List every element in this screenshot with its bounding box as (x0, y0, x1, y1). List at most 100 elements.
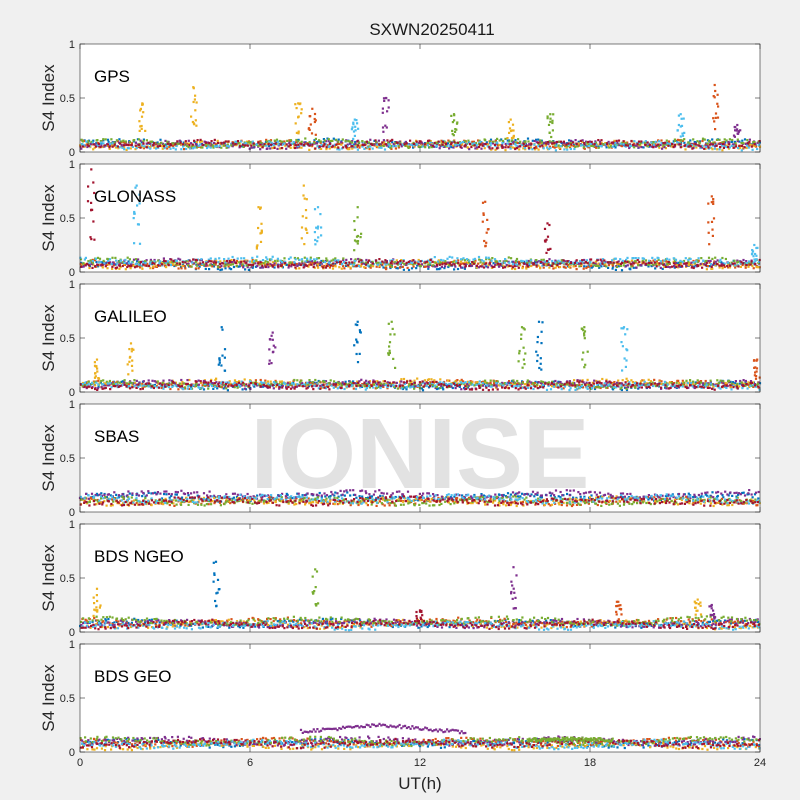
data-point (746, 144, 749, 147)
data-point (544, 263, 547, 266)
data-point (180, 386, 183, 389)
data-point (429, 381, 432, 384)
data-point (611, 259, 614, 262)
data-point (624, 142, 628, 145)
data-point (624, 144, 628, 147)
data-point (113, 144, 116, 147)
data-point (512, 140, 515, 143)
data-point (196, 139, 199, 142)
data-point (587, 265, 590, 268)
data-point (525, 266, 528, 269)
data-point (435, 144, 438, 148)
data-point (111, 265, 114, 268)
data-point (643, 142, 647, 145)
data-point (269, 380, 272, 383)
data-point (683, 262, 686, 265)
data-point (383, 382, 386, 386)
data-point (265, 256, 268, 259)
data-point (357, 257, 360, 261)
data-point (685, 145, 688, 148)
data-point (300, 146, 303, 149)
data-point (589, 261, 592, 264)
data-point (193, 98, 196, 101)
data-point (651, 256, 654, 259)
data-point (374, 139, 377, 142)
data-point (206, 260, 209, 264)
data-point (104, 382, 107, 385)
data-point (188, 387, 191, 390)
data-point (297, 102, 300, 105)
data-point (224, 267, 227, 270)
data-point (315, 226, 318, 229)
data-point (287, 382, 290, 385)
data-point (82, 262, 85, 265)
data-point (747, 383, 750, 386)
data-point (171, 262, 174, 265)
data-point (260, 261, 263, 265)
data-point (82, 265, 85, 268)
data-point (124, 141, 127, 144)
data-point (299, 263, 302, 267)
data-point (679, 259, 682, 262)
data-point (719, 258, 722, 261)
data-point (585, 382, 588, 386)
data-point (265, 140, 268, 143)
data-point (580, 262, 583, 265)
data-point (490, 259, 493, 262)
data-point (210, 140, 213, 143)
data-point (232, 142, 236, 145)
data-point (756, 382, 759, 385)
data-point (711, 148, 714, 151)
data-point (494, 139, 497, 142)
data-point (417, 258, 420, 262)
data-point (352, 130, 356, 133)
data-point (748, 138, 751, 141)
data-point (454, 387, 457, 390)
data-point (547, 123, 551, 126)
data-point (674, 258, 678, 261)
data-point (700, 257, 703, 260)
data-point (587, 144, 590, 148)
data-point (141, 102, 144, 105)
data-point (670, 381, 673, 385)
data-point (172, 259, 175, 262)
data-point (474, 259, 477, 262)
data-point (514, 143, 517, 146)
data-point (264, 382, 267, 385)
data-point (530, 259, 533, 262)
data-point (87, 260, 90, 263)
data-point (284, 260, 287, 263)
data-point (712, 95, 715, 98)
data-point (94, 265, 97, 268)
data-point (336, 387, 339, 390)
data-point (725, 144, 729, 147)
data-point (97, 387, 100, 390)
data-point (168, 386, 171, 389)
data-point (81, 384, 84, 387)
data-point (755, 145, 758, 148)
data-point (389, 262, 392, 265)
data-point (624, 145, 627, 148)
data-point (308, 128, 311, 131)
data-point (740, 149, 743, 152)
data-point (586, 262, 589, 265)
data-point (120, 140, 123, 143)
data-point (427, 139, 430, 142)
data-point (156, 382, 159, 385)
data-point (148, 262, 152, 265)
data-point (496, 262, 499, 265)
data-point (622, 264, 625, 267)
data-point (716, 102, 719, 105)
data-point (383, 99, 386, 102)
data-point (195, 146, 198, 149)
data-point (88, 264, 91, 267)
data-point (693, 386, 696, 390)
data-point (714, 142, 717, 145)
data-point (452, 144, 455, 147)
data-point (630, 384, 633, 387)
data-point (459, 141, 462, 144)
data-point (721, 142, 725, 146)
data-point (540, 141, 544, 144)
data-point (753, 243, 756, 247)
data-point (358, 380, 361, 383)
